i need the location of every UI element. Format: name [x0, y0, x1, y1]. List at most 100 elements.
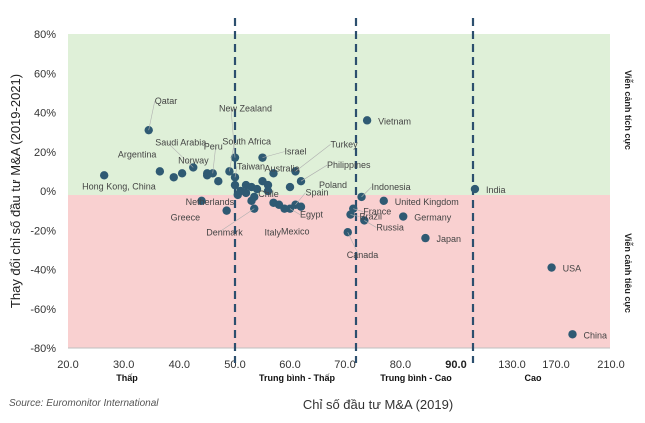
point-label: Australia — [265, 163, 300, 173]
point-label: Hong Kong, China — [82, 181, 156, 191]
data-point — [230, 180, 240, 190]
point-label: China — [584, 330, 608, 340]
x-tick-label: 130.0 — [498, 359, 526, 371]
y-tick-label: -80% — [30, 343, 56, 355]
y-tick-label: 20% — [34, 147, 56, 159]
label-leader-line — [230, 108, 236, 158]
data-point — [362, 116, 372, 125]
x-tick-label: 70.0 — [334, 359, 355, 371]
y-tick-label: -40% — [30, 265, 56, 277]
band-label: Thấp — [116, 373, 138, 383]
x-axis-label: Chỉ số đầu tư M&A (2019) — [303, 397, 453, 412]
x-tick-label: 50.0 — [224, 359, 245, 371]
y-tick-label: 60% — [34, 68, 56, 80]
x-tick-label: 170.0 — [542, 359, 570, 371]
data-point — [99, 171, 109, 180]
x-tick-label: 210.0 — [597, 359, 625, 371]
point-label: Chile — [258, 189, 279, 199]
band-label: Trung bình - Thấp — [259, 373, 335, 383]
label-leader-line — [262, 151, 285, 158]
point-label: Poland — [319, 180, 347, 190]
point-label: France — [363, 207, 391, 217]
point-label: Spain — [306, 188, 329, 198]
point-label: Russia — [376, 222, 404, 232]
band-label: Trung bình - Cao — [380, 373, 452, 383]
data-point — [399, 212, 408, 221]
data-point — [233, 190, 242, 200]
point-label: Germany — [414, 213, 452, 223]
label-leader-line — [295, 192, 306, 205]
point-label: Mexico — [281, 227, 310, 237]
data-point — [177, 169, 187, 178]
label-leader-line — [167, 142, 194, 168]
label-leader-line — [229, 141, 235, 172]
data-point — [379, 196, 388, 206]
positive-zone — [68, 34, 610, 195]
negative-outlook-label: Viễn cảnh tiêu cực — [623, 233, 633, 313]
label-leader-line — [353, 208, 364, 212]
point-label: India — [486, 185, 506, 195]
point-label: Italy — [265, 228, 282, 238]
data-point — [263, 186, 273, 196]
data-point — [568, 330, 577, 339]
point-label: Vietnam — [378, 116, 411, 126]
point-label: USA — [563, 264, 582, 274]
x-tick-label: 40.0 — [169, 359, 190, 371]
point-label: New Zealand — [219, 104, 272, 114]
y-axis-label: Thay đổi chỉ số đầu tư M&A (2019-2021) — [8, 74, 23, 308]
label-leader-line — [361, 186, 372, 198]
x-tick-label: 30.0 — [113, 359, 134, 371]
data-point — [470, 184, 480, 194]
data-point — [214, 176, 223, 186]
data-point — [169, 173, 178, 182]
y-tick-label: 80% — [34, 29, 56, 41]
label-leader-line — [212, 146, 217, 174]
data-point — [285, 182, 295, 192]
y-tick-label: 0% — [40, 186, 56, 198]
positive-outlook-label: Viễn cảnh tích cực — [623, 70, 633, 150]
point-label: United Kingdom — [395, 197, 459, 207]
point-label: Turkey — [331, 139, 359, 149]
point-label: Japan — [436, 234, 461, 244]
data-point — [222, 206, 231, 215]
data-point — [252, 184, 262, 194]
label-leader-line — [300, 164, 328, 182]
point-label: Egypt — [300, 210, 324, 220]
point-label: Qatar — [155, 96, 178, 106]
label-leader-line — [148, 101, 156, 131]
point-label: Greece — [171, 213, 201, 223]
negative-zone — [68, 195, 610, 348]
data-point — [269, 198, 278, 207]
data-point — [241, 188, 251, 198]
label-leader-line — [295, 144, 331, 172]
band-label: Cao — [524, 373, 542, 383]
y-tick-label: 40% — [34, 108, 56, 120]
data-point — [197, 196, 206, 206]
data-point — [547, 263, 556, 272]
point-label: Canada — [347, 250, 379, 260]
x-tick-label: 80.0 — [390, 359, 411, 371]
point-label: Indonesia — [372, 182, 411, 192]
point-label: Philippines — [327, 160, 371, 170]
label-leader-line — [289, 208, 301, 215]
data-point — [202, 169, 212, 178]
data-point — [269, 169, 278, 178]
data-point — [360, 216, 369, 225]
point-label: Israel — [285, 147, 307, 157]
y-tick-label: -60% — [30, 304, 56, 316]
point-label: Peru — [204, 141, 223, 151]
point-label: Saudi Arabia — [155, 137, 206, 147]
point-label: Netherlands — [186, 197, 235, 207]
label-leader-line — [218, 208, 255, 233]
label-leader-line — [350, 214, 360, 217]
point-label: Argentina — [118, 149, 157, 159]
label-leader-line — [234, 166, 238, 178]
point-label: Brazil — [360, 212, 383, 222]
data-point — [155, 167, 165, 176]
source-note: Source: Euromonitor International — [9, 398, 159, 409]
x-tick-label: 20.0 — [57, 359, 78, 371]
label-leader-line — [364, 220, 377, 228]
data-point — [296, 202, 306, 211]
y-tick-label: -20% — [30, 225, 56, 237]
